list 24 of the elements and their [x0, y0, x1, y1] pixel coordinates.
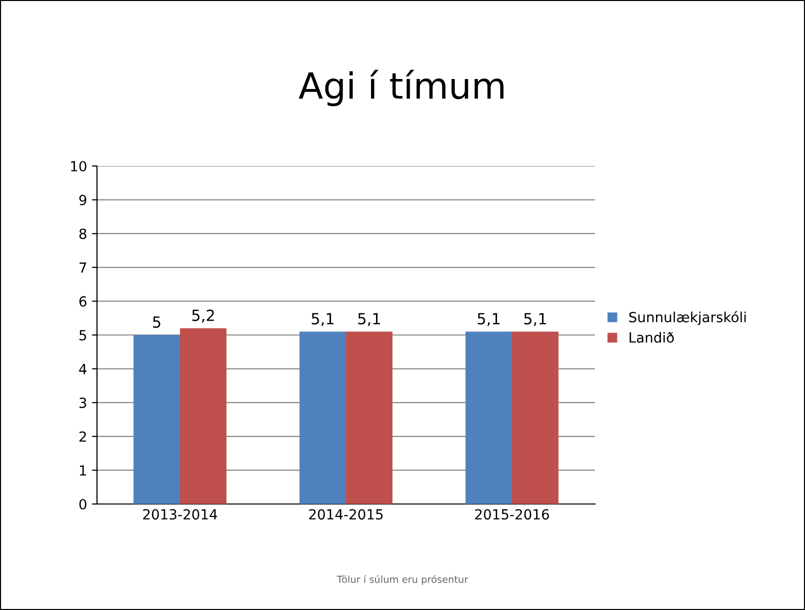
- y-tick-label: 3: [80, 398, 86, 408]
- x-tick-label: 2013-2014: [143, 509, 218, 520]
- y-tick-label: 8: [79, 228, 86, 240]
- data-label: 5,1: [358, 313, 380, 326]
- legend-label: Landið: [630, 332, 674, 343]
- data-label: 5,1: [478, 313, 500, 326]
- y-tick-label: 1: [80, 465, 86, 476]
- y-tick-label: 4: [79, 364, 86, 374]
- y-tick-label: 0: [79, 498, 86, 510]
- y-tick-label: 7: [80, 262, 86, 273]
- data-label: 5,1: [524, 313, 546, 326]
- data-label: 5: [153, 316, 160, 328]
- data-label: 5,1: [312, 313, 334, 326]
- x-tick-label: 2015-2016: [475, 509, 549, 520]
- y-tick-label: 10: [71, 160, 86, 172]
- y-tick-label: 5: [80, 330, 86, 340]
- y-tick-label: 2: [79, 431, 86, 442]
- data-label: 5,2: [192, 310, 214, 323]
- x-tick-label: 2014-2015: [309, 509, 383, 520]
- text: Tölur í súlum eru prósentur: [336, 575, 468, 585]
- y-tick-label: 6: [79, 296, 86, 307]
- chart-title: Agi í tímum: [298, 70, 504, 106]
- y-tick-label: 9: [79, 194, 86, 206]
- legend-label: Sunnulækjarskóli: [629, 311, 746, 326]
